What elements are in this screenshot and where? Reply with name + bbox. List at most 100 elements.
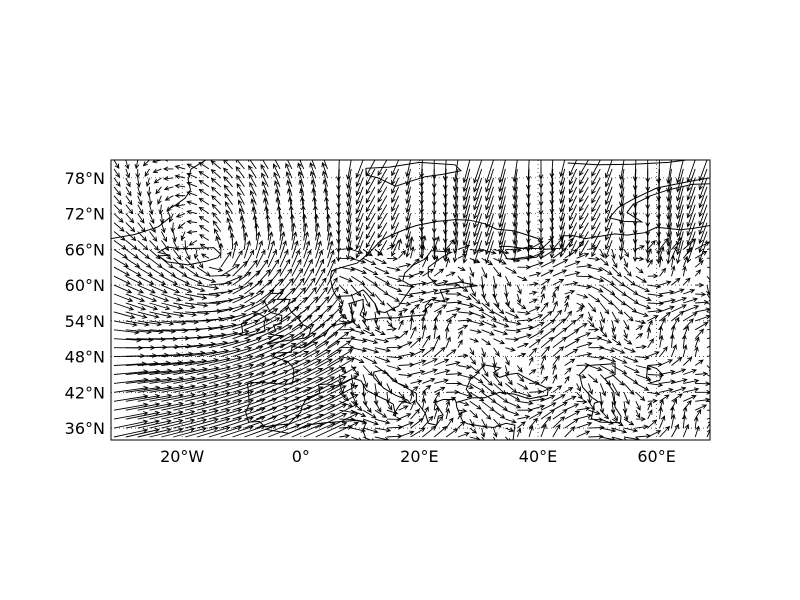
wind-vector-arrow <box>683 312 698 322</box>
wind-vector-arrow <box>659 305 675 313</box>
wind-vector-arrow <box>529 380 540 386</box>
wind-vector-arrow <box>498 186 506 211</box>
wind-vector-arrow <box>410 359 427 366</box>
wind-vector-arrow <box>445 239 455 250</box>
wind-vector-arrow <box>611 329 617 340</box>
wind-vector-arrow <box>223 167 233 179</box>
wind-vector-arrow <box>462 160 471 184</box>
wind-vector-arrow <box>618 177 625 198</box>
wind-vector-arrow <box>297 170 305 187</box>
wind-vector-arrow <box>161 240 170 252</box>
wind-vector-arrow <box>161 293 182 302</box>
wind-vector-arrow <box>706 409 710 411</box>
wind-vector-arrow <box>198 215 210 223</box>
wind-vector-arrow <box>163 176 174 181</box>
wind-vector-arrow <box>291 240 299 259</box>
wind-vector-arrow <box>419 177 424 197</box>
wind-vector-arrow <box>173 383 208 393</box>
wind-vector-arrow <box>137 393 173 402</box>
wind-vector-arrow <box>125 266 142 277</box>
wind-vector-arrow <box>208 373 243 384</box>
wind-vector-arrow <box>623 383 635 395</box>
wind-vector-arrow <box>493 338 506 345</box>
wind-vector-arrow <box>445 271 456 277</box>
wind-vector-arrow <box>267 334 295 349</box>
wind-vector-arrow <box>682 325 690 339</box>
wind-vector-arrow <box>160 231 167 243</box>
wind-vector-arrow <box>350 284 362 297</box>
wind-vector-arrow <box>576 341 593 349</box>
wind-vector-arrow <box>255 249 266 268</box>
wind-vector-arrow <box>232 319 260 331</box>
wind-vector-arrow <box>540 354 546 366</box>
wind-vector-arrow <box>188 240 198 246</box>
wind-vector-arrow <box>159 213 165 225</box>
wind-vector-arrow <box>568 204 578 222</box>
wind-vector-arrow <box>125 293 146 302</box>
wind-vector-arrow <box>504 356 510 366</box>
wind-vector-arrow <box>706 257 710 259</box>
wind-vector-arrow <box>591 168 601 186</box>
wind-vector-arrow <box>611 418 624 427</box>
wind-vector-arrow <box>172 240 179 252</box>
wind-vector-arrow <box>623 338 633 345</box>
wind-vector-arrow <box>125 231 137 242</box>
wind-vector-arrow <box>137 186 142 197</box>
wind-vector-arrow <box>327 340 352 357</box>
wind-vector-arrow <box>236 182 245 196</box>
wind-vector-arrow <box>255 160 257 161</box>
wind-vector-arrow <box>235 166 245 179</box>
wind-vector-arrow <box>525 160 531 182</box>
wind-vector-arrow <box>433 391 440 402</box>
wind-vector-arrow <box>623 329 628 340</box>
wind-vector-arrow <box>599 329 608 338</box>
wind-vector-arrow <box>493 409 506 419</box>
wind-vector-arrow <box>579 204 589 221</box>
wind-vector-arrow <box>315 277 327 295</box>
wind-vector-arrow <box>635 355 650 361</box>
wind-vector-arrow <box>473 231 483 256</box>
longitude-tick-labels: 20°W 0° 20°E 40°E 60°E <box>160 447 676 466</box>
wind-vector-arrow <box>576 392 583 400</box>
wind-vector-arrow <box>445 360 461 366</box>
wind-vector-arrow <box>686 160 696 183</box>
wind-vector-arrow <box>153 177 162 184</box>
wind-vector-arrow <box>659 246 665 259</box>
wind-vector-arrow <box>611 311 619 324</box>
wind-vector-arrow <box>327 313 346 331</box>
wind-vector-arrow <box>591 177 601 195</box>
wind-vector-arrow <box>658 255 664 268</box>
wind-vector-arrow <box>405 186 411 205</box>
wind-vector-arrow <box>149 311 172 319</box>
wind-vector-arrow <box>232 249 243 268</box>
wind-vector-arrow <box>576 293 589 299</box>
wind-vector-arrow <box>706 382 710 386</box>
wind-vector-arrow <box>351 248 364 255</box>
wind-vector-arrow <box>588 293 601 303</box>
wind-vector-arrow <box>149 418 184 429</box>
wind-vector-arrow <box>682 265 687 277</box>
wind-vector-arrow <box>398 413 412 420</box>
wind-vector-arrow <box>480 356 486 368</box>
wind-vector-arrow <box>588 409 601 415</box>
wind-vector-arrow <box>568 240 578 257</box>
wind-vector-arrow <box>611 320 616 333</box>
wind-vector-arrow <box>695 282 705 288</box>
wind-vector-arrow <box>398 308 409 313</box>
coastline-svalbard <box>365 161 462 187</box>
wind-vector-arrow <box>315 412 348 429</box>
wind-vector-arrow <box>433 235 440 250</box>
wind-vector-arrow <box>149 222 156 233</box>
wind-vector-arrow <box>695 307 710 313</box>
wind-vector-arrow <box>186 172 198 179</box>
wind-vector-arrow <box>410 258 420 268</box>
wind-vector-arrow <box>315 249 323 268</box>
wind-vector-arrow <box>220 321 249 331</box>
wind-vector-arrow <box>588 320 595 328</box>
wind-vector-arrow <box>161 311 185 318</box>
wind-vector-arrow <box>291 268 304 286</box>
wind-vector-arrow <box>137 320 162 327</box>
wind-vector-arrow <box>434 289 451 295</box>
wind-vector-arrow <box>267 268 282 286</box>
